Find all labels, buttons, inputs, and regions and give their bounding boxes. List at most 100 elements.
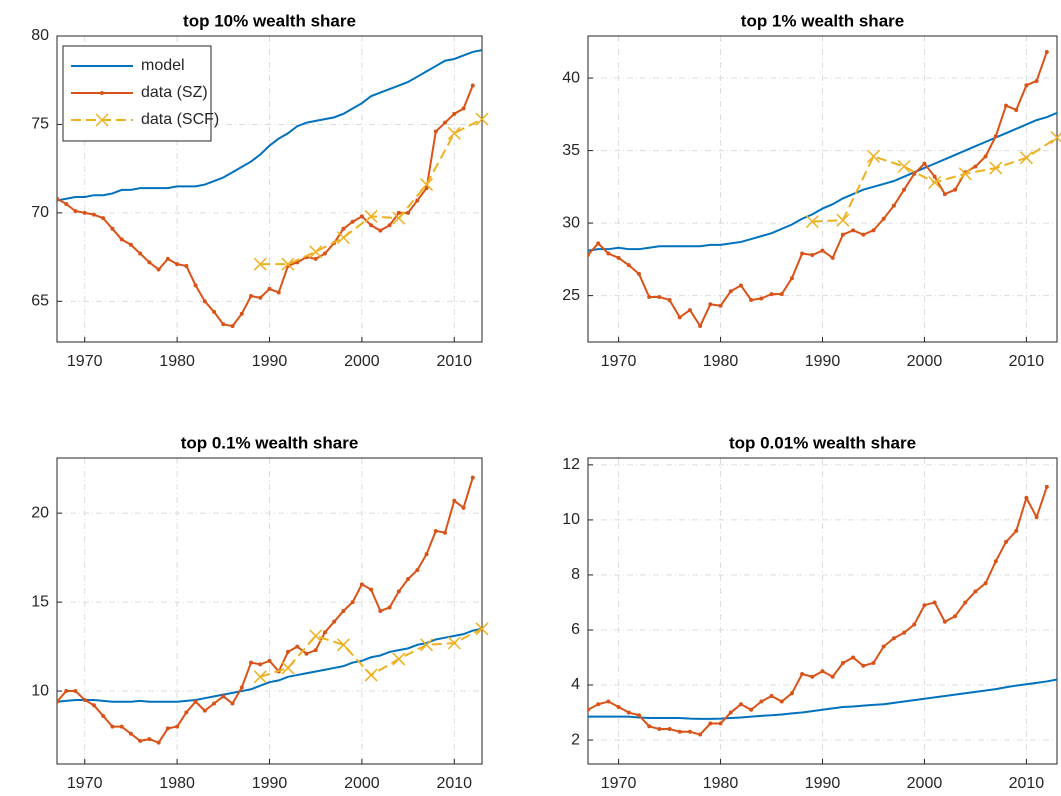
marker [810, 252, 815, 257]
marker [922, 603, 927, 608]
marker [596, 241, 601, 246]
marker [728, 710, 733, 715]
marker [789, 691, 794, 696]
marker [1014, 107, 1019, 112]
marker [424, 552, 429, 557]
marker [378, 228, 383, 233]
marker [230, 324, 235, 329]
marker [128, 731, 133, 736]
y-tick-label: 40 [562, 69, 580, 86]
marker [667, 297, 672, 302]
y-tick-label: 25 [562, 287, 580, 304]
marker [1044, 49, 1049, 54]
marker [470, 475, 475, 480]
marker [392, 211, 406, 225]
marker [897, 159, 911, 174]
marker [932, 174, 937, 179]
marker [230, 701, 235, 706]
marker [470, 83, 475, 88]
marker [953, 614, 958, 619]
marker [57, 699, 59, 704]
marker [718, 303, 723, 308]
marker [830, 255, 835, 260]
marker [749, 707, 754, 712]
marker [184, 263, 189, 268]
marker [840, 232, 845, 237]
y-tick-label: 2 [571, 731, 580, 748]
marker [677, 729, 682, 734]
marker [647, 724, 652, 729]
y-tick-label: 20 [31, 504, 49, 521]
marker [350, 600, 355, 605]
marker [406, 210, 411, 215]
marker [759, 296, 764, 301]
y-tick-label: 65 [31, 293, 49, 310]
marker [475, 112, 489, 126]
marker [861, 663, 866, 668]
x-tick-label: 2000 [344, 775, 380, 792]
marker [851, 655, 856, 660]
x-tick-label: 2010 [1009, 775, 1045, 792]
y-tick-label: 30 [562, 214, 580, 231]
marker [779, 699, 784, 704]
marker [281, 661, 295, 675]
series-line [57, 49, 483, 202]
marker [1024, 83, 1029, 88]
marker [667, 727, 672, 732]
marker [636, 713, 641, 718]
marker [461, 505, 466, 510]
marker [110, 226, 115, 231]
marker [147, 260, 152, 265]
marker [101, 713, 106, 718]
marker [359, 582, 364, 587]
marker [202, 299, 207, 304]
marker [836, 213, 850, 227]
marker [336, 638, 350, 652]
marker [805, 215, 819, 229]
subplot: 1970 1980 1990 2000 2010 2 4 6 8 10 12 top 0.01% we… [562, 433, 1058, 792]
marker [165, 726, 170, 731]
marker [912, 622, 917, 627]
marker [165, 256, 170, 261]
marker [866, 149, 881, 163]
marker [728, 289, 733, 294]
marker [332, 619, 337, 624]
marker [800, 251, 805, 256]
x-tick-label: 1990 [252, 353, 288, 370]
y-tick-label: 75 [31, 116, 49, 133]
marker [989, 161, 1003, 175]
marker [738, 702, 743, 707]
marker [239, 311, 244, 316]
marker [1050, 130, 1061, 145]
marker [616, 255, 621, 260]
marker [958, 167, 972, 181]
marker [636, 271, 641, 276]
series-line [588, 111, 1058, 252]
legend-label: data (SZ) [141, 84, 208, 101]
marker [626, 710, 631, 715]
marker [221, 322, 226, 327]
marker [647, 295, 652, 300]
marker [100, 91, 104, 95]
marker [871, 661, 876, 666]
marker [942, 619, 947, 624]
marker [851, 228, 856, 233]
marker [267, 286, 272, 291]
y-tick-label: 12 [562, 456, 580, 473]
marker [350, 219, 355, 224]
x-tick-label: 2000 [907, 353, 943, 370]
marker [387, 605, 392, 610]
marker [406, 576, 411, 581]
marker [359, 214, 364, 219]
marker [891, 636, 896, 641]
marker [175, 262, 180, 267]
chart-title: top 0.01% wealth share [729, 433, 916, 452]
marker [657, 727, 662, 732]
marker [267, 658, 272, 663]
marker [309, 245, 323, 259]
marker [175, 724, 180, 729]
marker [119, 724, 124, 729]
marker [810, 674, 815, 679]
marker [1034, 78, 1039, 83]
